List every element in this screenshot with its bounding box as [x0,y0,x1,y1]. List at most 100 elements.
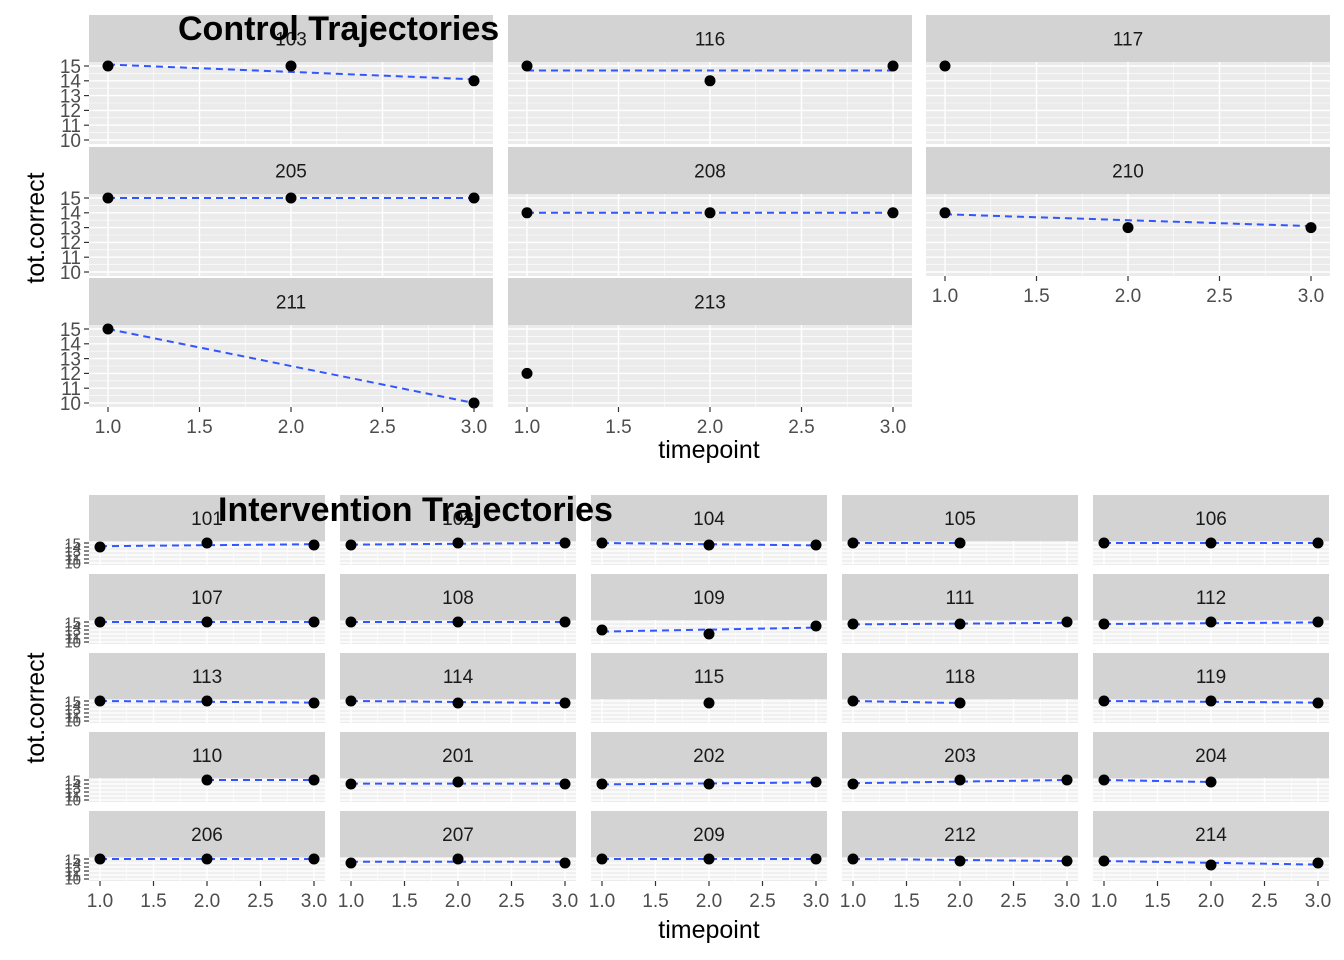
x-tick-label: 2.5 [1206,286,1232,307]
x-tick-label: 1.0 [932,286,958,307]
data-point [1205,537,1217,549]
y-tick-label: 14 [60,204,82,225]
facet-panel-119: 119 [1093,653,1329,723]
facet-strip [591,495,827,541]
trend-line [852,700,961,704]
data-point [1061,774,1073,786]
data-point [201,616,213,628]
trend-line [107,328,475,404]
facet-label: 211 [276,293,306,314]
data-point [345,857,357,869]
data-point [1098,695,1110,707]
facet-panel-108: 108 [340,574,576,644]
facet-strip [508,147,912,194]
data-point [596,853,608,865]
control-title: Control Trajectories [178,10,499,48]
data-point [703,539,715,551]
y-tick-label: 15 [64,614,81,631]
x-tick-label: 2.0 [1198,891,1224,912]
y-tick-label: 12 [64,547,81,564]
facet-panel-111: 111 [842,574,1078,644]
y-tick-label: 15 [64,535,81,552]
facet-label: 119 [1196,667,1226,688]
data-point [1312,697,1324,709]
data-point [102,60,114,72]
y-tick-label: 13 [60,86,81,107]
data-point [468,75,480,87]
data-point [887,60,899,72]
facet-label: 212 [944,825,976,846]
y-tick-label: 11 [61,116,81,137]
facet-label: 213 [694,293,726,314]
y-tick-label: 14 [60,72,82,93]
x-tick-label: 1.5 [140,891,166,912]
facet-panel-117: 117 [926,15,1330,144]
y-axis-label: tot.correct [22,652,50,763]
x-tick-label: 2.0 [194,891,220,912]
facet-strip [340,495,576,541]
data-point [954,855,966,867]
facet-label: 107 [191,588,223,609]
x-tick-label: 2.5 [369,417,395,438]
facet-strip [89,147,493,194]
y-tick-label: 11 [65,709,81,726]
data-point [1312,857,1324,869]
data-point [847,537,859,549]
y-tick-label: 14 [60,335,82,356]
facet-panel-207: 207 1.0 1.5 2.0 2.5 3.0 [338,811,578,912]
data-point [810,620,822,632]
facet-label: 112 [1196,588,1226,609]
x-tick-label: 1.5 [391,891,417,912]
facet-panel-104: 104 [591,495,827,565]
facet-strip [89,495,325,541]
facet-panel-115: 115 [591,653,827,723]
y-tick-label: 13 [64,780,81,797]
data-point [954,774,966,786]
data-point [703,853,715,865]
x-tick-label: 1.0 [87,891,113,912]
data-point [810,539,822,551]
facet-label: 205 [275,162,307,183]
data-point [452,776,464,788]
y-tick-label: 12 [64,626,81,643]
data-point [954,697,966,709]
facet-strip [842,732,1078,778]
facet-strip [89,574,325,620]
trend-line [107,63,475,81]
x-tick-label: 1.5 [642,891,668,912]
facet-strip [926,147,1330,194]
x-axis-label: timepoint [658,436,759,464]
x-tick-label: 2.5 [247,891,273,912]
data-point [521,60,533,72]
facet-label: 114 [443,667,474,688]
x-tick-label: 3.0 [1305,891,1331,912]
data-point [1205,616,1217,628]
data-point [847,618,859,630]
facet-label: 109 [693,588,725,609]
data-point [345,539,357,551]
data-point [345,778,357,790]
x-tick-label: 2.0 [697,417,723,438]
data-point [201,537,213,549]
data-point [1312,537,1324,549]
data-point [452,697,464,709]
x-tick-label: 3.0 [880,417,906,438]
facet-strip [89,811,325,857]
y-tick-label: 10 [64,713,81,730]
y-tick-label: 10 [64,634,81,651]
facet-label: 117 [1113,30,1143,51]
y-tick-label: 10 [64,871,81,888]
y-tick-label: 15 [64,693,81,710]
y-tick-label: 10 [60,394,81,415]
facet-strip [591,732,827,778]
facet-strip [926,15,1330,62]
facet-label: 115 [694,667,724,688]
y-tick-label: 12 [60,364,81,385]
x-tick-label: 1.5 [186,417,212,438]
facet-panel-109: 109 [591,574,827,644]
